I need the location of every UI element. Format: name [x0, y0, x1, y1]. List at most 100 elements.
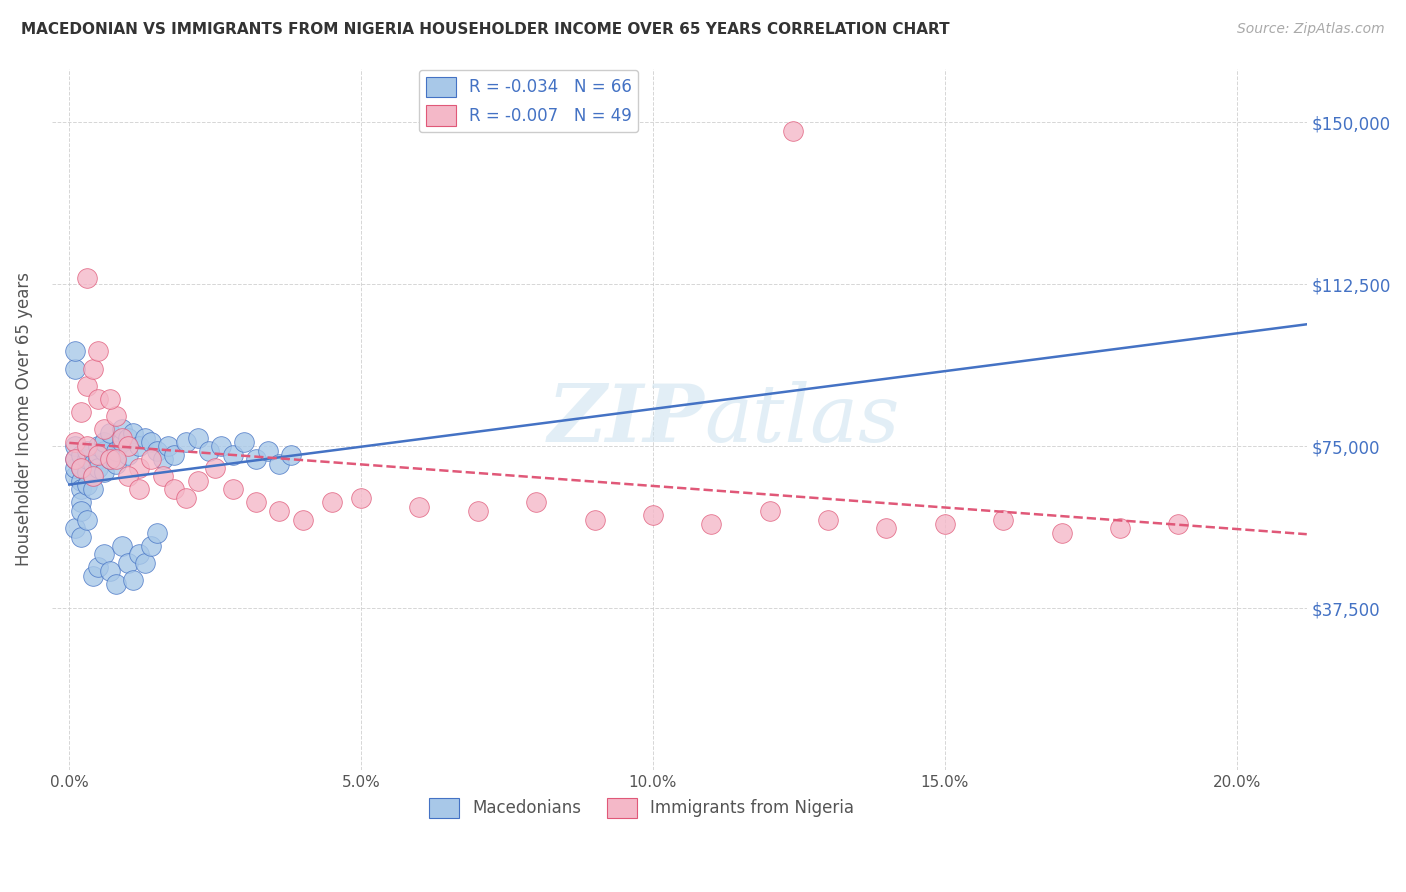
Point [98, 452, 121, 467]
Point [76, 439, 98, 453]
Point [104, 409, 127, 423]
Point [111, 539, 134, 553]
Point [70, 504, 93, 518]
Point [76, 465, 98, 479]
Point [163, 448, 186, 462]
Legend: Macedonians, Immigrants from Nigeria: Macedonians, Immigrants from Nigeria [423, 791, 860, 825]
Point [134, 431, 156, 445]
Point [122, 426, 145, 441]
Point [204, 460, 226, 475]
Point [187, 431, 209, 445]
Point [117, 439, 139, 453]
Point [321, 495, 343, 509]
Point [1109, 521, 1132, 535]
Point [63, 452, 86, 467]
Point [152, 452, 174, 467]
Point [222, 448, 245, 462]
Point [157, 439, 180, 453]
Point [76, 271, 98, 285]
Text: MACEDONIAN VS IMMIGRANTS FROM NIGERIA HOUSEHOLDER INCOME OVER 65 YEARS CORRELATI: MACEDONIAN VS IMMIGRANTS FROM NIGERIA HO… [21, 22, 949, 37]
Point [82, 483, 104, 497]
Point [104, 452, 127, 467]
Point [93, 443, 115, 458]
Point [93, 465, 115, 479]
Point [700, 516, 723, 531]
Point [758, 504, 780, 518]
Point [245, 452, 267, 467]
Point [82, 361, 104, 376]
Point [280, 448, 302, 462]
Point [934, 516, 956, 531]
Point [82, 457, 104, 471]
Point [128, 547, 150, 561]
Point [98, 452, 121, 467]
Point [128, 439, 150, 453]
Point [70, 448, 93, 462]
Point [70, 474, 93, 488]
Text: ZIP: ZIP [547, 381, 704, 458]
Point [134, 556, 156, 570]
Text: Source: ZipAtlas.com: Source: ZipAtlas.com [1237, 22, 1385, 37]
Point [76, 513, 98, 527]
Point [467, 504, 489, 518]
Point [641, 508, 664, 523]
Point [269, 457, 291, 471]
Point [76, 452, 98, 467]
Point [63, 469, 86, 483]
Point [111, 431, 134, 445]
Point [875, 521, 897, 535]
Point [93, 434, 115, 449]
Point [98, 565, 121, 579]
Point [87, 439, 110, 453]
Point [98, 426, 121, 441]
Point [111, 422, 134, 436]
Point [70, 405, 93, 419]
Point [87, 392, 110, 406]
Point [63, 439, 86, 453]
Point [63, 521, 86, 535]
Point [583, 513, 606, 527]
Point [70, 483, 93, 497]
Point [82, 469, 104, 483]
Point [256, 443, 278, 458]
Point [117, 448, 139, 462]
Point [128, 483, 150, 497]
Point [209, 439, 232, 453]
Point [63, 434, 86, 449]
Point [146, 443, 169, 458]
Point [63, 344, 86, 359]
Point [187, 474, 209, 488]
Point [139, 452, 162, 467]
Point [350, 491, 373, 505]
Point [291, 513, 314, 527]
Point [139, 539, 162, 553]
Point [82, 469, 104, 483]
Point [98, 392, 121, 406]
Point [1167, 516, 1189, 531]
Point [82, 568, 104, 582]
Point [993, 513, 1015, 527]
Text: atlas: atlas [704, 381, 900, 458]
Point [104, 577, 127, 591]
Point [122, 573, 145, 587]
Point [104, 443, 127, 458]
Point [63, 361, 86, 376]
Point [174, 434, 197, 449]
Point [269, 504, 291, 518]
Point [104, 457, 127, 471]
Point [63, 452, 86, 467]
Point [163, 483, 186, 497]
Point [782, 124, 804, 138]
Point [152, 469, 174, 483]
Point [76, 478, 98, 492]
Point [93, 547, 115, 561]
Point [76, 379, 98, 393]
Point [111, 434, 134, 449]
Point [87, 460, 110, 475]
Point [174, 491, 197, 505]
Point [63, 460, 86, 475]
Point [87, 448, 110, 462]
Point [70, 460, 93, 475]
Point [70, 530, 93, 544]
Point [146, 525, 169, 540]
